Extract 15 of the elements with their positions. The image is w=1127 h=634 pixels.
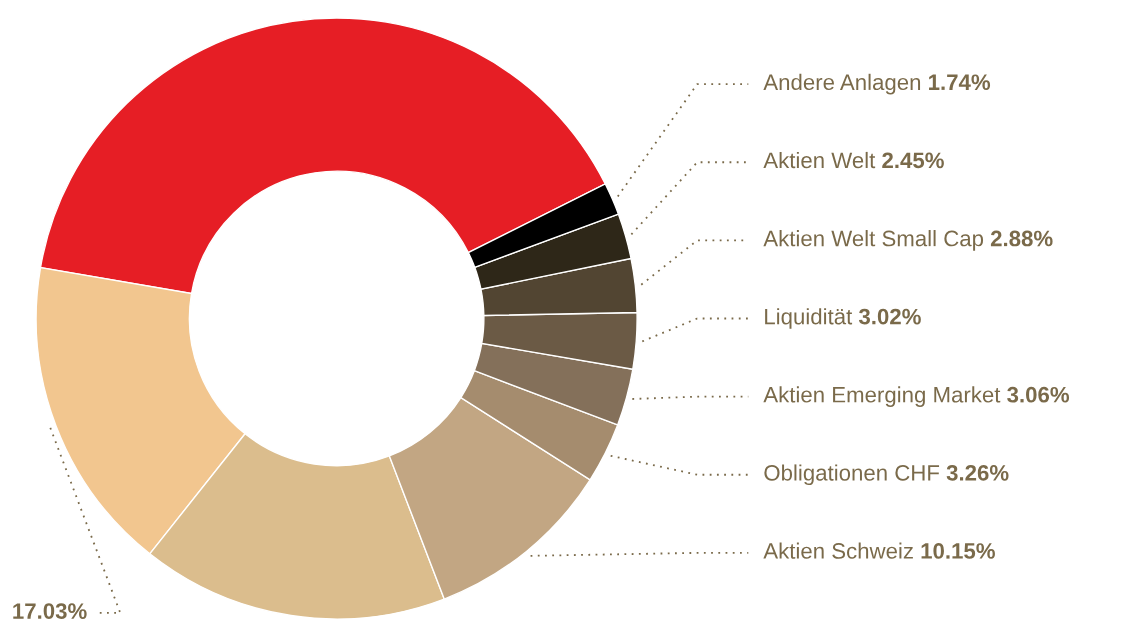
slice-label: Aktien Emerging Market	[763, 386, 1001, 407]
data-label: 17.03%	[13, 603, 87, 619]
data-label: 3.02%	[858, 308, 921, 325]
slice-label: Obligationen CHF	[764, 464, 940, 486]
data-label: 2.45%	[882, 152, 944, 169]
data-label: 10.15%	[921, 543, 995, 559]
slice-label: Liquidität	[765, 308, 853, 329]
slice-label: Aktien Welt Small Cap	[763, 230, 984, 251]
data-label: 2.88%	[990, 230, 1053, 247]
slice-label: Aktien Welt	[763, 151, 876, 169]
data-label: 3.26%	[946, 464, 1009, 481]
slice-label: Aktien Schweiz	[763, 542, 913, 559]
slice-label: Andere Anlagen	[763, 73, 921, 95]
data-label: 3.06%	[1007, 386, 1070, 403]
data-label: 1.74%	[929, 74, 991, 91]
